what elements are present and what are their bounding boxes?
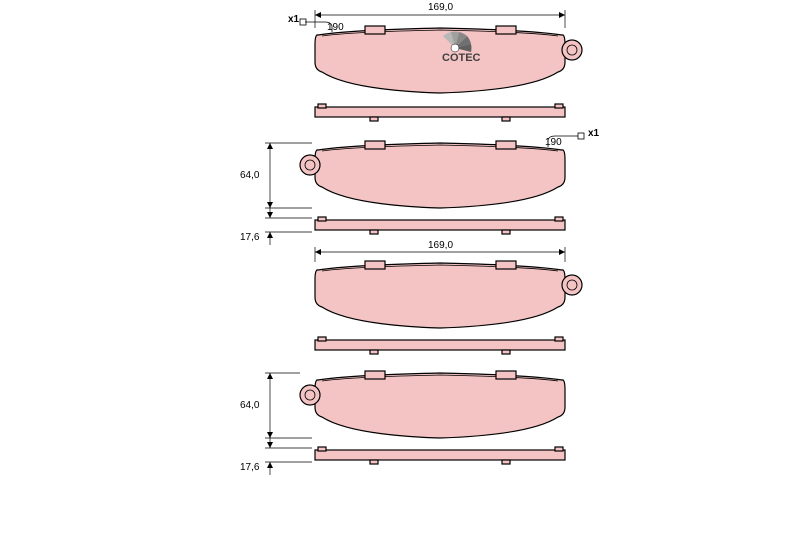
pad-height-label-1: 64,0 xyxy=(240,170,259,181)
brake-pad-diagram: 169,0 x1 190 x1 190 64,0 17,6 169,0 64,0… xyxy=(0,0,800,533)
dimension-shim-thickness-1 xyxy=(265,205,312,245)
pad-height-label-2: 64,0 xyxy=(240,400,259,411)
dimension-shim-thickness-2 xyxy=(265,435,312,475)
shim-1 xyxy=(315,104,565,121)
shim-thickness-label-2: 17,6 xyxy=(240,462,259,473)
wire-length-left-label: 190 xyxy=(327,22,344,33)
bottom-width-label: 169,0 xyxy=(428,240,453,251)
shim-4 xyxy=(315,447,565,464)
brake-pad-3 xyxy=(315,261,582,328)
shim-2 xyxy=(315,217,565,234)
wire-count-left-label: x1 xyxy=(288,14,299,25)
cotec-logo-text: COTEC xyxy=(442,52,481,64)
brake-pad-2 xyxy=(300,133,584,208)
diagram-svg xyxy=(0,0,800,533)
wire-count-right-label: x1 xyxy=(588,128,599,139)
shim-3 xyxy=(315,337,565,354)
wire-length-right-label: 190 xyxy=(545,137,562,148)
brake-pad-4 xyxy=(300,371,565,438)
top-width-label: 169,0 xyxy=(428,2,453,13)
shim-thickness-label-1: 17,6 xyxy=(240,232,259,243)
dimension-pad-height xyxy=(265,143,312,208)
dimension-pad-height-2 xyxy=(265,373,312,438)
